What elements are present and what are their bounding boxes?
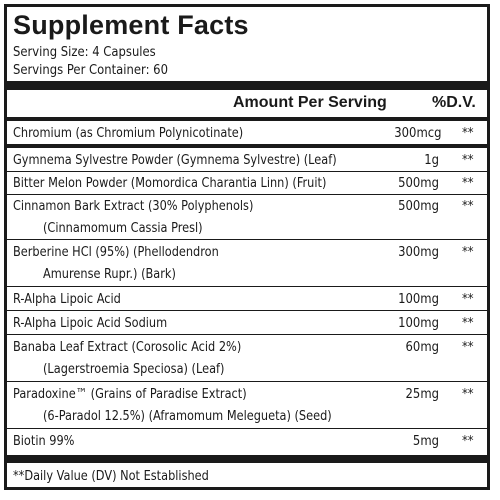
servings-per-container: Servings Per Container: 60 <box>13 62 168 78</box>
nutrient-name: Paradoxine™ (Grains of Paradise Extract) <box>13 386 247 402</box>
nutrient-name: Gymnema Sylvestre Powder (Gymnema Sylves… <box>13 152 337 168</box>
nutrient-amount: 500mg <box>398 198 439 214</box>
nutrient-dv: ** <box>462 386 474 402</box>
nutrient-dv: ** <box>462 152 474 168</box>
panel-title: Supplement Facts <box>13 10 249 40</box>
divider-thin <box>7 428 487 429</box>
nutrient-name-continued: Amurense Rupr.) (Bark) <box>43 266 176 282</box>
nutrient-amount: 60mg <box>405 339 439 355</box>
divider-medium <box>7 144 487 148</box>
nutrient-amount: 300mg <box>398 244 439 260</box>
footnote: **Daily Value (DV) Not Established <box>13 468 209 484</box>
nutrient-amount: 1g <box>424 152 439 168</box>
divider-thin <box>7 286 487 287</box>
nutrient-name: R-Alpha Lipoic Acid Sodium <box>13 315 168 331</box>
nutrient-amount: 25mg <box>405 386 439 402</box>
nutrient-amount: 5mg <box>412 433 439 449</box>
nutrient-dv: ** <box>462 244 474 260</box>
nutrient-dv: ** <box>462 433 474 449</box>
divider-thin <box>7 381 487 382</box>
nutrient-name: Biotin 99% <box>13 433 75 449</box>
nutrient-name: Cinnamon Bark Extract (30% Polyphenols) <box>13 198 254 214</box>
nutrient-name-continued: (Cinnamomum Cassia Presl) <box>43 220 203 236</box>
nutrient-name: Bitter Melon Powder (Momordica Charantia… <box>13 175 327 191</box>
serving-size: Serving Size: 4 Capsules <box>13 44 156 60</box>
divider-thin <box>7 334 487 335</box>
nutrient-dv: ** <box>462 339 474 355</box>
daily-value-header: %D.V. <box>432 94 476 111</box>
divider-thin <box>7 194 487 195</box>
nutrient-amount: 300mcg <box>394 125 442 141</box>
nutrient-name: Berberine HCl (95%) (Phellodendron <box>13 244 219 260</box>
nutrient-dv: ** <box>462 198 474 214</box>
supplement-facts-panel: Supplement Facts Serving Size: 4 Capsule… <box>4 4 490 490</box>
nutrient-amount: 100mg <box>398 291 439 307</box>
divider-medium <box>7 117 487 121</box>
nutrient-name-continued: (6-Paradol 12.5%) (Aframomum Melegueta) … <box>43 408 332 424</box>
nutrient-name: Chromium (as Chromium Polynicotinate) <box>13 125 244 141</box>
nutrient-dv: ** <box>462 125 474 141</box>
nutrient-dv: ** <box>462 315 474 331</box>
divider-thick <box>7 455 487 463</box>
nutrient-name-continued: (Lagerstroemia Speciosa) (Leaf) <box>43 361 225 377</box>
divider-thin <box>7 171 487 172</box>
nutrient-name: R-Alpha Lipoic Acid <box>13 291 121 307</box>
divider-thick <box>7 81 487 90</box>
nutrient-dv: ** <box>462 175 474 191</box>
nutrient-dv: ** <box>462 291 474 307</box>
nutrient-amount: 500mg <box>398 175 439 191</box>
divider-thin <box>7 310 487 311</box>
nutrient-name: Banaba Leaf Extract (Corosolic Acid 2%) <box>13 339 242 355</box>
nutrient-amount: 100mg <box>398 315 439 331</box>
divider-thin <box>7 239 487 240</box>
amount-per-serving-header: Amount Per Serving <box>233 94 387 111</box>
